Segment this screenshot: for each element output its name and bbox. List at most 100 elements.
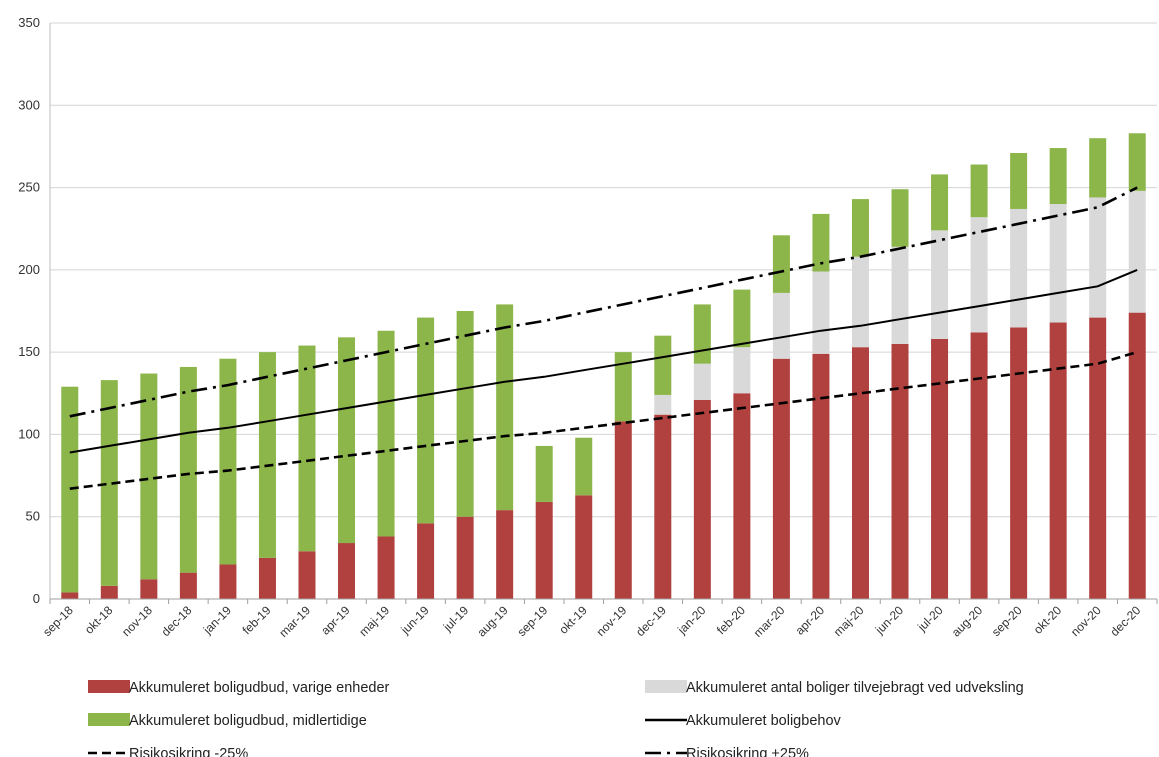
bar-nov-20-series0 (1089, 317, 1107, 599)
legend-label: Akkumuleret boligudbud, varige enheder (129, 680, 390, 696)
bar-feb-19-series0 (258, 557, 276, 599)
bar-okt-20-series2 (1049, 148, 1067, 205)
x-tick-label: nov-19 (594, 603, 630, 639)
y-tick-label: 200 (18, 262, 40, 277)
legend: Akkumuleret boligudbud, varige enheder Ak… (88, 680, 1024, 757)
bar-okt-18-series0 (100, 585, 118, 599)
bar-jul-20-series0 (931, 338, 949, 599)
x-tick-label: nov-20 (1068, 603, 1104, 639)
bar-mar-19-series2 (298, 345, 316, 552)
y-tick-label: 0 (33, 591, 40, 606)
bar-apr-20-series2 (812, 213, 830, 272)
bar-aug-20-series1 (970, 217, 988, 333)
bar-aug-19-series2 (496, 304, 514, 511)
bar-okt-20-series0 (1049, 322, 1067, 599)
bar-apr-19-series0 (338, 543, 356, 599)
x-tick-label: feb-19 (240, 603, 274, 637)
bar-apr-20-series0 (812, 353, 830, 599)
bar-jan-19-series0 (219, 564, 237, 599)
x-tick-label: aug-19 (474, 603, 511, 640)
x-tick-label: apr-19 (318, 603, 353, 638)
x-tick-label: dec-20 (1108, 603, 1144, 639)
y-tick-label: 100 (18, 426, 40, 441)
bar-nov-20-series1 (1089, 197, 1107, 318)
x-tick-label: feb-20 (714, 603, 748, 637)
bar-nov-18-series0 (140, 579, 158, 599)
bar-sep-19-series2 (535, 445, 553, 502)
x-tick-label: sep-20 (989, 603, 1025, 639)
bar-dec-18-series2 (179, 366, 197, 573)
x-tick-label: mar-20 (751, 603, 788, 640)
bar-nov-19-series0 (614, 421, 632, 599)
bar-jan-19-series2 (219, 358, 237, 565)
bar-feb-19-series2 (258, 352, 276, 558)
legend-label: Akkumuleret boligbehov (686, 713, 842, 729)
bar-mar-20-series0 (772, 358, 790, 599)
bar-sep-20-series0 (1010, 327, 1028, 599)
bar-aug-20-series0 (970, 332, 988, 599)
line-series-1 (69, 350, 1138, 490)
bar-mar-19-series0 (298, 551, 316, 599)
x-tick-label: aug-20 (949, 603, 986, 640)
bar-jun-20-series1 (891, 246, 909, 344)
bar-dec-19-series0 (654, 414, 672, 599)
bar-feb-20-series0 (733, 393, 751, 599)
x-tick-label: maj-20 (831, 603, 867, 639)
bar-jun-20-series2 (891, 189, 909, 247)
bar-jan-20-series0 (693, 399, 711, 599)
bar-aug-20-series2 (970, 164, 988, 218)
bar-jul-19-series2 (456, 311, 474, 517)
bar-dec-19-series1 (654, 394, 672, 415)
y-tick-label: 300 (18, 97, 40, 112)
lines (69, 186, 1138, 490)
bar-okt-18-series2 (100, 380, 118, 586)
x-tick-label: jul-20 (914, 603, 946, 635)
gridlines (50, 22, 1157, 518)
legend-item-4: Risikosikring -25% (88, 746, 248, 757)
bar-jan-20-series1 (693, 363, 711, 400)
bar-jul-19-series0 (456, 516, 474, 599)
bar-okt-19-series2 (575, 437, 593, 496)
x-tick-label: sep-19 (514, 603, 550, 639)
bar-sep-18-series0 (61, 592, 79, 599)
x-tick-label: okt-20 (1031, 603, 1065, 637)
bar-jan-20-series2 (693, 304, 711, 364)
bar-sep-20-series1 (1010, 208, 1028, 328)
bar-jun-20-series0 (891, 343, 909, 599)
bar-apr-20-series1 (812, 271, 830, 354)
bar-nov-19-series2 (614, 352, 632, 422)
legend-label: Risikosikring -25% (129, 746, 248, 757)
legend-item-5: Risikosikring +25% (645, 746, 809, 757)
bar-maj-19-series2 (377, 330, 395, 537)
x-tick-label: apr-20 (793, 603, 828, 638)
bar-dec-20-series0 (1128, 312, 1146, 599)
bar-sep-18-series2 (61, 386, 79, 593)
line-series-0 (69, 268, 1138, 454)
bar-jun-19-series0 (417, 523, 435, 599)
y-tick-label: 350 (18, 15, 40, 30)
bar-sep-19-series0 (535, 501, 553, 599)
bar-okt-20-series1 (1049, 204, 1067, 323)
y-axis: 0 50 100 150 200 250 300 350 (18, 15, 51, 606)
bar-mar-20-series2 (772, 235, 790, 293)
x-tick-label: okt-18 (82, 603, 116, 637)
bar-maj-20-series2 (851, 199, 869, 257)
legend-label: Risikosikring +25% (686, 746, 809, 757)
x-tick-label: sep-18 (40, 603, 76, 639)
bar-feb-20-series1 (733, 347, 751, 394)
x-tick-label: jan-20 (674, 603, 708, 637)
legend-item-0: Akkumuleret boligudbud, varige enheder (88, 680, 390, 696)
x-axis: sep-18 okt-18 nov-18 dec-18 jan-19 feb-19 mar-… (40, 598, 1158, 640)
legend-item-1: Akkumuleret antal boliger tilvejebragt v… (645, 680, 1024, 696)
legend-label: Akkumuleret antal boliger tilvejebragt v… (686, 680, 1024, 696)
legend-label: Akkumuleret boligudbud, midlertidige (129, 713, 367, 729)
x-tick-label: mar-19 (276, 603, 313, 640)
bar-sep-20-series2 (1010, 153, 1028, 209)
y-tick-label: 150 (18, 344, 40, 359)
x-tick-label: maj-19 (356, 603, 392, 639)
x-tick-label: dec-19 (633, 603, 669, 639)
bar-feb-20-series2 (733, 289, 751, 348)
bar-nov-18-series2 (140, 373, 158, 580)
bar-jul-20-series1 (931, 230, 949, 339)
